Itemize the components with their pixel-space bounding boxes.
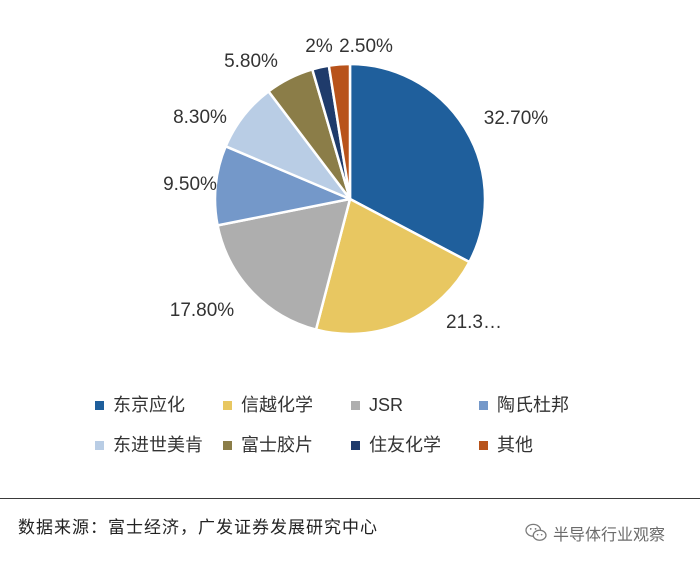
pie-chart-svg: 32.70% 21.3… 17.80% 9.50% 8.30% 5.80% 2% 2.50% <box>163 36 549 336</box>
legend-label: 住友化学 <box>369 435 441 455</box>
data-label-6: 5.80% <box>224 51 278 72</box>
legend-item-5: 东进世美肯 <box>95 434 223 456</box>
source-note: 数据来源：富士经济，广发证券发展研究中心 <box>18 518 378 538</box>
watermark-text: 半导体行业观察 <box>553 527 666 544</box>
legend-swatch <box>479 400 488 410</box>
legend-label: 信越化学 <box>241 395 313 415</box>
pie-slice-3 <box>216 197 352 331</box>
legend-label: JSR <box>369 395 404 415</box>
data-label-2: 21.3… <box>446 312 502 333</box>
legend-swatch <box>95 400 104 410</box>
legend-swatch <box>351 440 360 450</box>
legend-item-2: 信越化学 <box>223 394 351 416</box>
pie-chart: 32.70% 21.3… 17.80% 9.50% 8.30% 5.80% 2% 2.50% <box>163 36 549 336</box>
pie-slice-4 <box>213 145 352 227</box>
legend-item-4: 陶氏杜邦 <box>479 394 607 416</box>
data-label-3: 17.80% <box>170 300 235 321</box>
data-label-4: 9.50% <box>163 174 217 195</box>
legend-item-7: 住友化学 <box>351 434 479 456</box>
data-label-7: 2% <box>305 36 333 57</box>
legend-item-3: JSR <box>351 394 479 416</box>
divider-line <box>0 498 700 499</box>
pie-slice-1 <box>348 62 487 264</box>
data-label-1: 32.70% <box>484 108 549 129</box>
legend-label: 富士胶片 <box>241 435 313 455</box>
legend-item-1: 东京应化 <box>95 394 223 416</box>
wechat-icon <box>525 523 547 541</box>
legend-label: 东京应化 <box>113 395 185 415</box>
legend-swatch <box>479 440 488 450</box>
legend-item-8: 其他 <box>479 434 607 456</box>
legend-label: 东进世美肯 <box>113 435 203 455</box>
data-label-8: 2.50% <box>339 36 393 57</box>
pie-slice-2 <box>314 197 471 336</box>
legend-swatch <box>223 400 232 410</box>
legend-item-6: 富士胶片 <box>223 434 351 456</box>
watermark: 半导体行业观察 <box>525 521 665 545</box>
chart-legend: 东京应化 信越化学 JSR 陶氏杜邦东进世美肯 富士胶片 住友化学 其他 <box>95 394 655 456</box>
legend-label: 其他 <box>497 435 533 455</box>
pie-slice-8 <box>327 62 352 201</box>
legend-swatch <box>95 440 104 450</box>
legend-swatch <box>351 400 360 410</box>
legend-swatch <box>223 440 232 450</box>
legend-label: 陶氏杜邦 <box>497 395 569 415</box>
data-label-5: 8.30% <box>173 107 227 128</box>
